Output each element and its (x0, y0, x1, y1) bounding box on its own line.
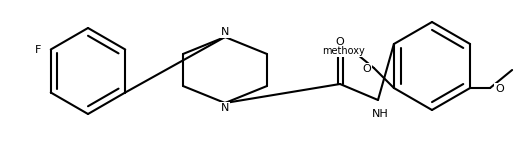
Text: O: O (335, 37, 344, 47)
Text: O: O (495, 84, 504, 94)
Text: N: N (221, 103, 229, 113)
Text: F: F (34, 44, 41, 55)
Text: NH: NH (372, 109, 388, 119)
Text: methoxy: methoxy (347, 45, 353, 47)
Text: O: O (362, 64, 371, 74)
Text: methoxy: methoxy (323, 46, 365, 56)
Text: N: N (221, 27, 229, 37)
